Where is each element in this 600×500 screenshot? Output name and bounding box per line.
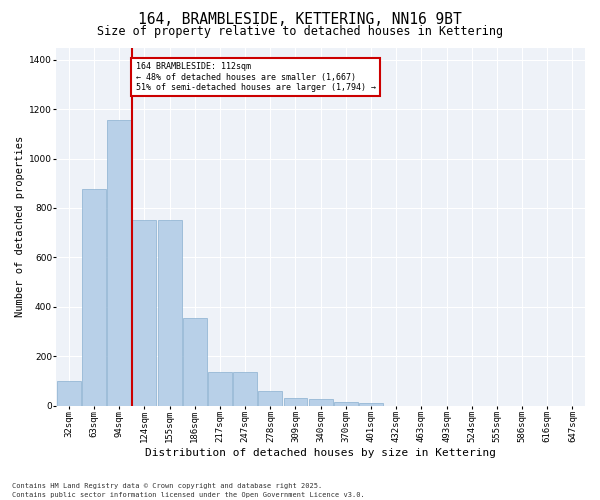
- Bar: [133, 220, 157, 406]
- Bar: [259, 390, 282, 406]
- X-axis label: Distribution of detached houses by size in Kettering: Distribution of detached houses by size …: [145, 448, 496, 458]
- Bar: [183, 318, 207, 406]
- Bar: [359, 403, 383, 406]
- Bar: [208, 372, 232, 406]
- Text: Contains public sector information licensed under the Open Government Licence v3: Contains public sector information licen…: [12, 492, 365, 498]
- Bar: [107, 120, 131, 406]
- Text: Contains HM Land Registry data © Crown copyright and database right 2025.: Contains HM Land Registry data © Crown c…: [12, 483, 322, 489]
- Bar: [233, 372, 257, 406]
- Text: 164 BRAMBLESIDE: 112sqm
← 48% of detached houses are smaller (1,667)
51% of semi: 164 BRAMBLESIDE: 112sqm ← 48% of detache…: [136, 62, 376, 92]
- Bar: [334, 402, 358, 406]
- Bar: [309, 400, 332, 406]
- Bar: [57, 381, 81, 406]
- Bar: [158, 220, 182, 406]
- Bar: [284, 398, 307, 406]
- Text: 164, BRAMBLESIDE, KETTERING, NN16 9BT: 164, BRAMBLESIDE, KETTERING, NN16 9BT: [138, 12, 462, 28]
- Bar: [82, 190, 106, 406]
- Text: Size of property relative to detached houses in Kettering: Size of property relative to detached ho…: [97, 25, 503, 38]
- Y-axis label: Number of detached properties: Number of detached properties: [15, 136, 25, 317]
